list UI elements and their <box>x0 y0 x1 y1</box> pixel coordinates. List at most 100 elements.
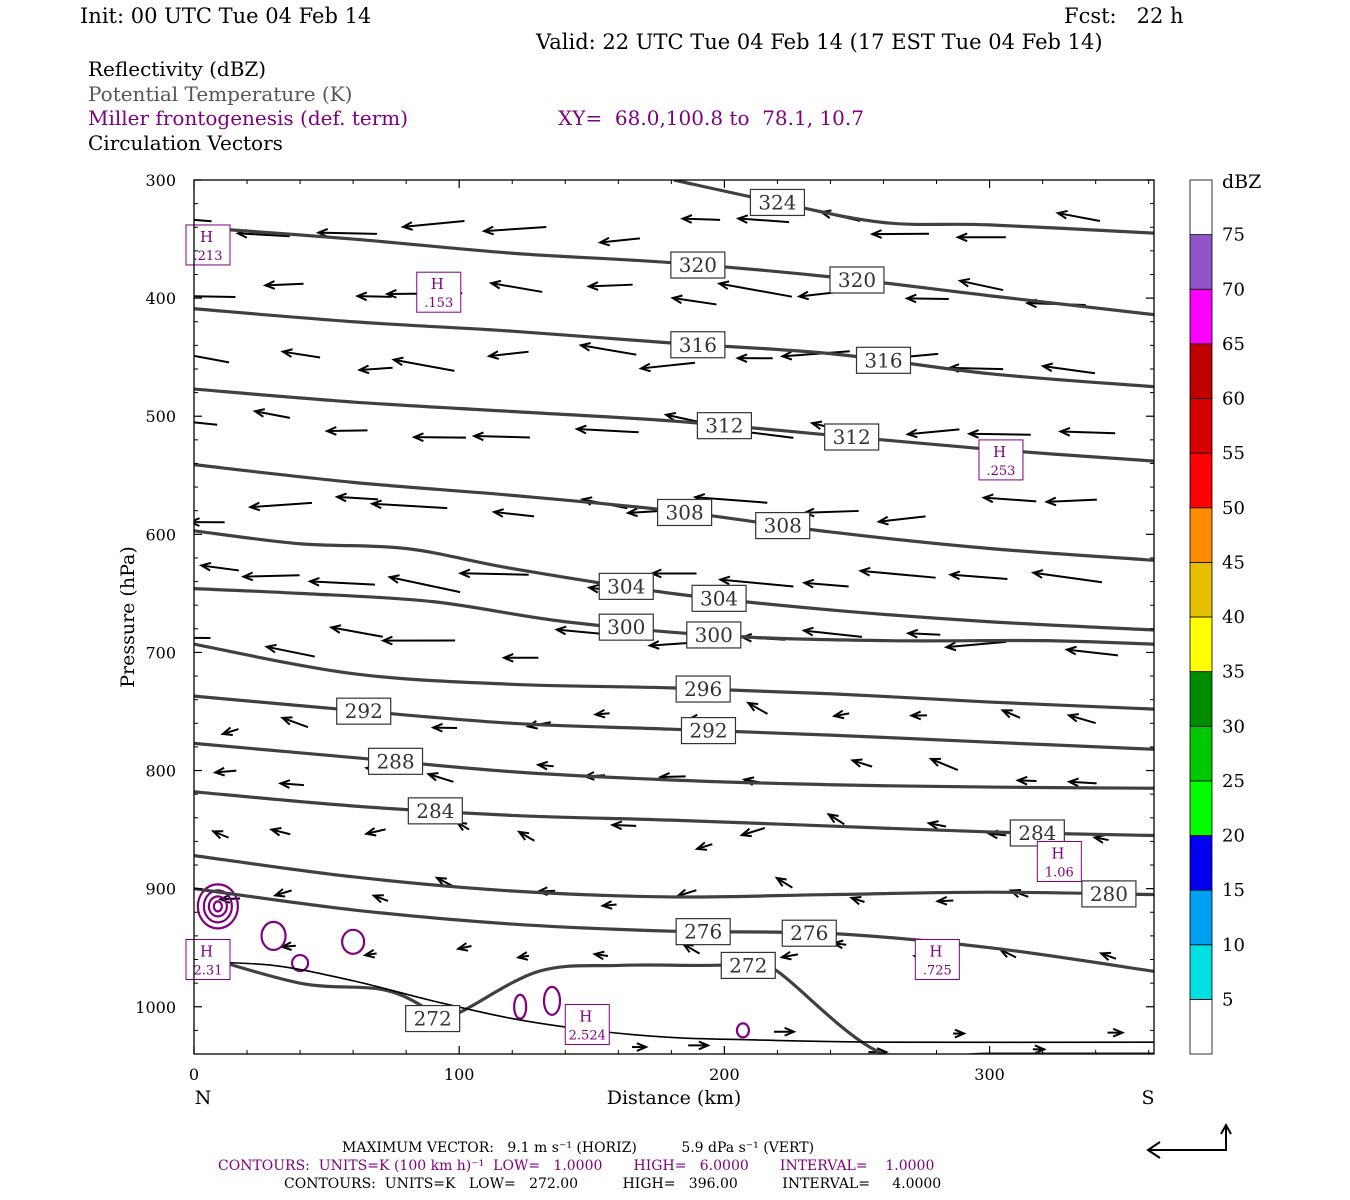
svg-text:308: 308 <box>666 500 704 524</box>
y-tick-label: 600 <box>145 525 176 544</box>
circulation-vector <box>779 950 799 961</box>
axes: 300 400 500 600 700 800 900 1000 0 100 200 300 Press… <box>117 171 1155 1109</box>
circulation-vector <box>928 757 959 771</box>
isentrope-label: 280 <box>1081 880 1137 908</box>
circulation-vector <box>966 429 1031 439</box>
svg-text:300: 300 <box>607 615 645 639</box>
circulation-vector <box>212 766 237 777</box>
plot-frame <box>193 179 1155 1055</box>
y-tick-label: 300 <box>145 171 176 190</box>
isentrope-label: 316 <box>855 346 912 374</box>
circulation-vector <box>1066 777 1097 788</box>
svg-text:.153: .153 <box>424 296 453 311</box>
colorbar-swatch <box>1189 780 1213 836</box>
colorbar-label: 20 <box>1222 826 1245 847</box>
svg-text:.725: .725 <box>923 964 952 979</box>
valid-time: Valid: 22 UTC Tue 04 Feb 14 (17 EST Tue … <box>536 30 1103 54</box>
svg-text:H: H <box>200 943 213 961</box>
isentrope-300 <box>194 587 1154 646</box>
isentrope-label: 304 <box>691 584 747 612</box>
isentrope-label: 312 <box>696 412 752 440</box>
fronto-contour <box>207 895 228 918</box>
colorbar-swatch <box>1189 835 1213 891</box>
isentrope-304 <box>194 529 1154 632</box>
svg-text:296: 296 <box>684 677 722 701</box>
svg-text:292: 292 <box>689 719 727 743</box>
circulation-vector <box>324 426 368 436</box>
circulation-vector <box>535 760 554 771</box>
circulation-vector <box>935 895 954 906</box>
x-tick-label: 100 <box>444 1065 475 1084</box>
colorbar-swatch <box>1189 998 1213 1055</box>
circulation-vector <box>280 716 309 729</box>
circulation-vector <box>1064 645 1119 657</box>
circulation-vector <box>194 517 225 527</box>
isentrope-label: 288 <box>367 747 424 775</box>
circulation-vector <box>194 354 230 364</box>
fronto-maximum: H .153 <box>416 271 462 313</box>
circulation-vector <box>904 293 949 304</box>
circulation-vector <box>1040 362 1096 375</box>
north-end-label: N <box>195 1087 212 1109</box>
circulation-vector <box>831 709 850 720</box>
isentrope-label: 292 <box>680 716 737 745</box>
x-tick-label: 200 <box>709 1065 740 1084</box>
circulation-vector <box>516 830 535 842</box>
circulation-vector <box>905 628 941 639</box>
circulation-vector <box>694 841 713 851</box>
fronto-maximum: H 2.31 <box>185 939 231 981</box>
circulation-vector <box>746 701 768 715</box>
svg-text:312: 312 <box>705 414 743 438</box>
svg-text:276: 276 <box>684 920 722 944</box>
x-axis-label: Distance (km) <box>607 1087 742 1109</box>
circulation-vector <box>680 214 721 224</box>
fronto-contour <box>513 993 528 1020</box>
isentrope-label: 276 <box>675 918 731 946</box>
circulation-vector <box>908 710 928 721</box>
y-tick-label: 1000 <box>135 998 176 1017</box>
forecast-hour: Fcst: 22 h <box>1064 4 1184 28</box>
svg-text:300: 300 <box>695 623 733 647</box>
circulation-vector <box>926 820 947 830</box>
circulation-vector <box>609 820 637 831</box>
circulation-vector <box>426 772 454 783</box>
svg-text:320: 320 <box>838 268 876 292</box>
fronto-contour <box>290 953 310 973</box>
circulation-vector <box>1044 496 1097 507</box>
fronto-contour <box>735 1022 751 1039</box>
circulation-vector <box>957 277 1004 292</box>
circulation-vector <box>849 895 865 906</box>
colorbar-label: 5 <box>1222 989 1233 1010</box>
circulation-vector <box>717 575 794 588</box>
svg-text:H: H <box>993 443 1006 461</box>
fronto-contour <box>212 900 223 913</box>
circulation-vector <box>264 643 316 658</box>
circulation-vector <box>869 229 929 239</box>
isentrope-label: 320 <box>670 251 726 279</box>
circulation-vector <box>681 943 701 955</box>
circulation-vector <box>269 827 291 837</box>
circulation-vector <box>194 636 211 640</box>
circulation-vector <box>252 408 291 419</box>
circulation-vector <box>802 507 859 518</box>
isentrope-label: 312 <box>824 423 880 451</box>
svg-text:1.06: 1.06 <box>1045 865 1074 880</box>
circulation-vector <box>354 291 392 302</box>
isentrope-280 <box>194 853 1154 899</box>
circulation-vector <box>592 950 609 961</box>
svg-text:H: H <box>929 943 942 961</box>
circulation-vector <box>739 827 766 838</box>
colorbar-label: 55 <box>1222 443 1245 464</box>
field-frontogenesis: Miller frontogenesis (def. term) <box>88 106 409 130</box>
y-tick-label: 800 <box>145 762 176 781</box>
circulation-vector <box>1032 1044 1047 1054</box>
circulation-vector <box>1000 709 1021 719</box>
circulation-vector <box>400 219 465 231</box>
circulation-vector <box>371 894 389 904</box>
colorbar-swatch <box>1189 398 1213 454</box>
circulation-vector <box>357 364 393 375</box>
circulation-vector <box>458 568 529 579</box>
isentrope-label: 292 <box>336 697 392 725</box>
circulation-vector <box>488 279 543 293</box>
y-axis-label: Pressure (hPa) <box>117 546 139 688</box>
